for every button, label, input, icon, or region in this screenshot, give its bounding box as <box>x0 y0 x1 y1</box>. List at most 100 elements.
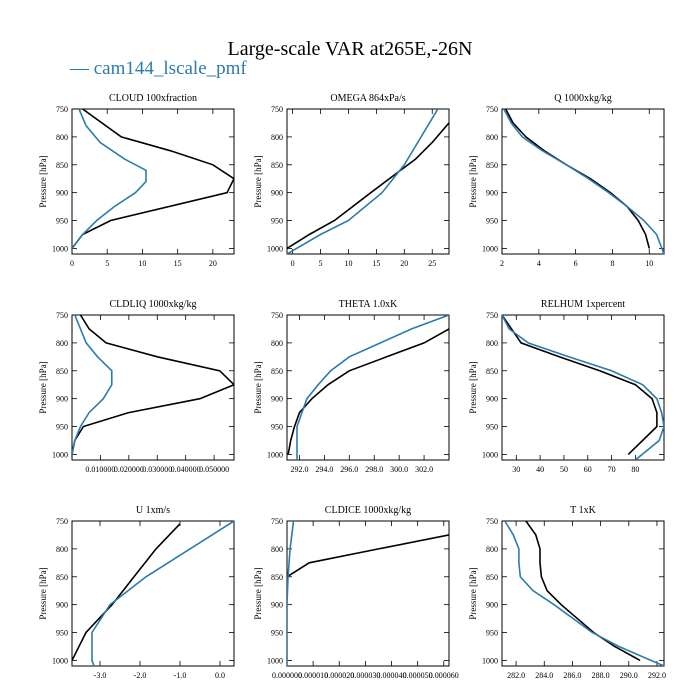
y-tick-label: 1000 <box>482 656 498 665</box>
x-tick-label: 15 <box>372 259 380 268</box>
series-line-blue <box>72 109 147 249</box>
x-tick-label: 60 <box>584 465 592 474</box>
x-tick-label: 5 <box>105 259 109 268</box>
x-tick-label: 298.0 <box>365 465 383 474</box>
y-tick-label: 750 <box>271 105 283 114</box>
x-tick-label: 294.0 <box>315 465 333 474</box>
y-tick-label: 850 <box>486 161 498 170</box>
x-tick-label: 0.000030 <box>350 671 380 680</box>
y-tick-label: 750 <box>56 517 68 526</box>
x-tick-label: -1.0 <box>174 671 187 680</box>
panel-title: CLDLIQ 1000xkg/kg <box>110 299 197 310</box>
x-tick-label: 284.0 <box>535 671 553 680</box>
y-tick-label: 900 <box>271 601 283 610</box>
x-tick-label: 0.000020 <box>324 671 354 680</box>
x-tick-label: 0.050000 <box>199 465 229 474</box>
x-tick-label: 292.0 <box>648 671 666 680</box>
y-tick-label: 950 <box>56 217 68 226</box>
panel-title: CLOUD 100xfraction <box>109 93 197 104</box>
y-tick-label: 1000 <box>267 244 283 253</box>
series-line-black <box>72 315 234 455</box>
x-tick-label: 40 <box>536 465 544 474</box>
plot-frame <box>501 108 665 255</box>
chart-panel: T 1xK Pressure [hPa] 750 800 850 900 950 1000 28… <box>468 505 666 680</box>
y-tick-label: 800 <box>486 339 498 348</box>
x-tick-label: 0 <box>70 259 74 268</box>
plot-frame <box>501 314 665 461</box>
y-axis-label: Pressure [hPa] <box>468 155 478 207</box>
y-tick-label: 1000 <box>52 450 68 459</box>
y-tick-label: 900 <box>486 395 498 404</box>
x-tick-label: 5 <box>319 259 323 268</box>
y-tick-label: 750 <box>486 105 498 114</box>
x-tick-label: 300.0 <box>390 465 408 474</box>
x-tick-label: 15 <box>174 259 182 268</box>
chart-panel: CLDICE 1000xkg/kg Pressure [hPa] 750 800 850… <box>253 505 459 680</box>
y-axis-label: Pressure [hPa] <box>253 567 263 619</box>
series-line-blue <box>502 315 664 460</box>
y-tick-label: 950 <box>271 217 283 226</box>
y-tick-label: 750 <box>271 517 283 526</box>
series-line-blue <box>296 315 449 460</box>
y-tick-label: 850 <box>271 161 283 170</box>
plot-frame <box>71 314 235 461</box>
series-line-blue <box>72 315 113 455</box>
chart-panel: CLOUD 100xfraction Pressure [hPa] 750 800 85… <box>38 93 235 268</box>
legend-entry: — cam144_lscale_pmf <box>70 58 247 80</box>
y-tick-label: 1000 <box>482 450 498 459</box>
plot-frame <box>286 520 450 667</box>
x-tick-label: 0.040000 <box>171 465 201 474</box>
x-tick-label: 6 <box>574 259 578 268</box>
figure-title: Large-scale VAR at265E,-26N <box>227 38 473 60</box>
plot-frame <box>286 314 450 461</box>
y-axis-label: Pressure [hPa] <box>253 361 263 413</box>
series-line-blue <box>504 521 664 666</box>
panel-title: THETA 1.0xK <box>339 299 398 310</box>
x-tick-label: 296.0 <box>340 465 358 474</box>
x-tick-label: 50 <box>560 465 568 474</box>
y-tick-label: 850 <box>56 161 68 170</box>
x-tick-label: 302.0 <box>415 465 433 474</box>
y-axis-label: Pressure [hPa] <box>468 361 478 413</box>
series-line-black <box>504 109 651 249</box>
x-tick-label: -2.0 <box>134 671 147 680</box>
y-tick-label: 950 <box>56 629 68 638</box>
y-tick-label: 850 <box>56 573 68 582</box>
x-tick-label: 30 <box>512 465 520 474</box>
x-tick-label: 0.000000 <box>272 671 302 680</box>
y-tick-label: 850 <box>271 367 283 376</box>
y-tick-label: 800 <box>56 545 68 554</box>
x-tick-label: 0.030000 <box>142 465 172 474</box>
y-tick-label: 850 <box>486 573 498 582</box>
series-line-black <box>287 328 449 455</box>
plot-frame <box>501 520 665 667</box>
series-line-black <box>72 109 234 249</box>
x-tick-label: 288.0 <box>592 671 610 680</box>
y-tick-label: 900 <box>486 601 498 610</box>
series-line-blue <box>503 109 664 254</box>
series-line-blue <box>287 109 439 254</box>
y-tick-label: 900 <box>56 189 68 198</box>
y-tick-label: 1000 <box>482 244 498 253</box>
y-tick-label: 950 <box>486 217 498 226</box>
y-axis-label: Pressure [hPa] <box>38 567 48 619</box>
x-tick-label: 0.0 <box>215 671 225 680</box>
y-tick-label: 1000 <box>52 656 68 665</box>
y-tick-label: 1000 <box>52 244 68 253</box>
y-tick-label: 950 <box>486 423 498 432</box>
x-tick-label: 286.0 <box>563 671 581 680</box>
y-tick-label: 1000 <box>267 450 283 459</box>
y-tick-label: 900 <box>56 395 68 404</box>
y-tick-label: 900 <box>486 189 498 198</box>
y-tick-label: 800 <box>486 545 498 554</box>
series-line-black <box>502 315 658 455</box>
y-tick-label: 900 <box>271 395 283 404</box>
y-tick-label: 800 <box>271 133 283 142</box>
x-tick-label: 70 <box>608 465 616 474</box>
y-axis-label: Pressure [hPa] <box>253 155 263 207</box>
x-tick-label: 25 <box>428 259 436 268</box>
x-tick-label: 0.000050 <box>403 671 433 680</box>
x-tick-label: -3.0 <box>94 671 107 680</box>
plot-frame <box>286 108 450 255</box>
